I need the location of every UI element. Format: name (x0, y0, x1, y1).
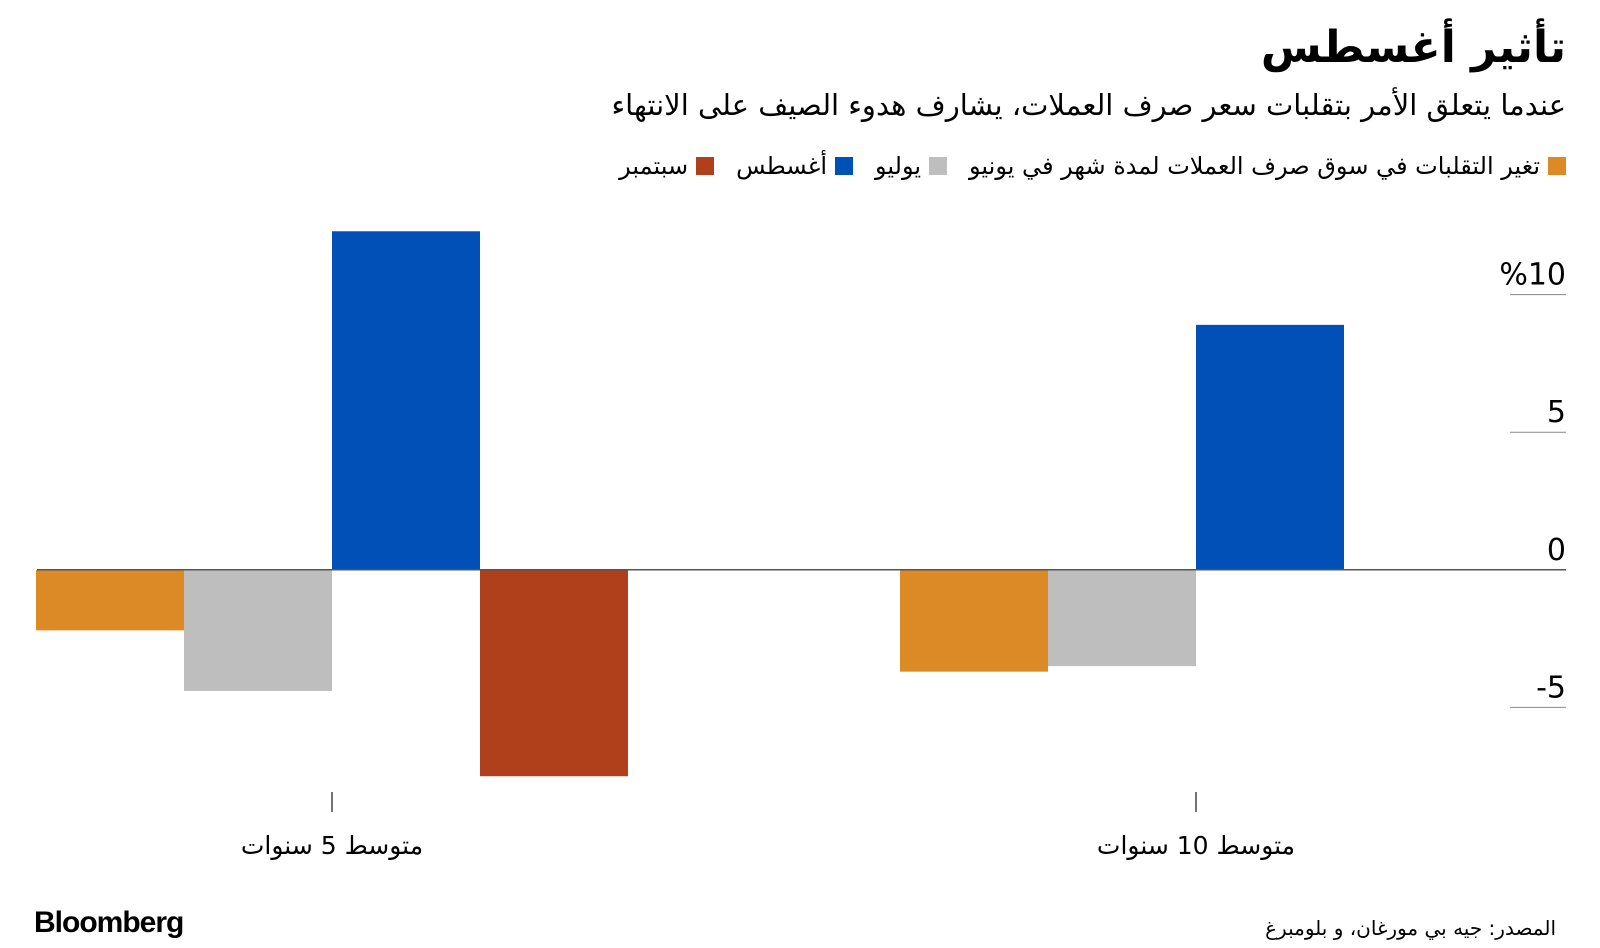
y-tick-label: 0 (1547, 533, 1566, 568)
x-tick-label: متوسط 10 سنوات (1097, 831, 1295, 860)
legend-label: سبتمبر (619, 152, 689, 180)
source-note: المصدر: جيه بي مورغان، و بلومبرغ (1265, 916, 1556, 940)
bar (332, 231, 480, 570)
legend-swatch (929, 157, 948, 175)
x-tick-label: متوسط 5 سنوات (241, 831, 423, 860)
y-tick-label: %10 (1499, 258, 1566, 293)
legend-item: يوليو (875, 152, 948, 180)
bar (36, 569, 184, 631)
y-tick-label: 5 (1547, 395, 1566, 430)
legend-swatch (835, 157, 853, 175)
bar (480, 569, 628, 777)
legend-swatch (1548, 157, 1566, 175)
bar (184, 569, 332, 691)
legend: تغير التقلبات في سوق صرف العملات لمدة شه… (619, 152, 1566, 180)
bar (1196, 324, 1344, 570)
legend-item: تغير التقلبات في سوق صرف العملات لمدة شه… (969, 152, 1566, 180)
chart-subtitle: عندما يتعلق الأمر بتقلبات سعر صرف العملا… (611, 88, 1567, 122)
legend-item: أغسطس (736, 152, 853, 180)
chart-title: تأثير أغسطس (1260, 22, 1566, 73)
legend-label: أغسطس (736, 152, 827, 180)
legend-item: سبتمبر (619, 152, 715, 180)
bar (900, 569, 1048, 672)
y-tick-label: -5 (1536, 670, 1566, 705)
bar (1048, 569, 1196, 667)
legend-label: يوليو (875, 152, 922, 180)
legend-swatch (696, 157, 715, 175)
legend-label: تغير التقلبات في سوق صرف العملات لمدة شه… (969, 152, 1540, 180)
brand-logo: Bloomberg (34, 906, 184, 939)
